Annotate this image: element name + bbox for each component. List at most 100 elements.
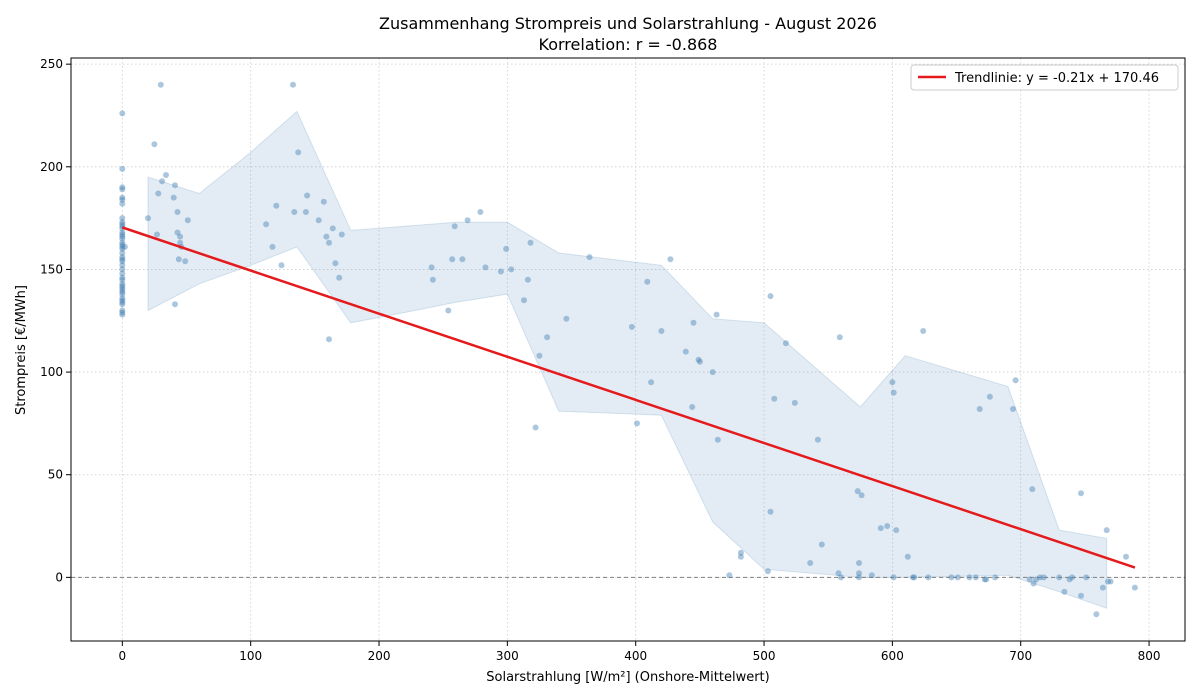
scatter-point <box>121 243 128 250</box>
x-tick-label: 200 <box>368 649 391 663</box>
scatter-point <box>119 276 126 283</box>
x-tick-label: 0 <box>119 649 127 663</box>
scatter-point <box>1026 576 1033 583</box>
scatter-point <box>163 172 169 178</box>
scatter-point <box>508 266 515 273</box>
scatter-point <box>521 297 527 304</box>
scatter-point <box>536 352 543 359</box>
scatter-point <box>682 348 689 355</box>
scatter-point <box>449 256 456 263</box>
scatter-point <box>174 209 181 215</box>
scatter-point <box>893 527 900 534</box>
y-axis-ticks: 0 50 100 150 200 250 <box>40 57 71 584</box>
scatter-point <box>836 334 843 341</box>
scatter-point <box>856 574 862 581</box>
scatter-point <box>925 574 932 581</box>
scatter-point <box>320 198 327 205</box>
scatter-point <box>119 250 126 256</box>
scatter-point <box>119 110 126 117</box>
scatter-point <box>1131 584 1138 591</box>
x-tick-label: 100 <box>239 649 262 663</box>
scatter-point <box>771 395 778 402</box>
scatter-point <box>1029 486 1036 493</box>
scatter-point <box>295 149 302 156</box>
scatter-point <box>527 239 534 246</box>
scatter-point <box>119 256 126 263</box>
scatter-point <box>1078 592 1084 599</box>
scatter-point <box>119 241 126 248</box>
x-tick-label: 300 <box>496 649 519 663</box>
scatter-point <box>159 178 166 185</box>
scatter-point <box>981 576 988 583</box>
scatter-point <box>563 315 570 322</box>
scatter-point <box>119 165 126 172</box>
scatter-point <box>1103 527 1110 534</box>
scatter-point <box>1012 377 1019 384</box>
scatter-point <box>1037 574 1043 581</box>
scatter-point <box>119 274 126 281</box>
scatter-point <box>482 264 489 271</box>
scatter-point <box>690 319 697 326</box>
scatter-point <box>976 406 983 412</box>
scatter-point <box>336 274 343 281</box>
scatter-point <box>667 256 674 263</box>
scatter-point <box>151 141 158 148</box>
x-axis-label: Solarstrahlung [W/m²] (Onshore-Mittelwer… <box>486 670 769 685</box>
scatter-point <box>119 270 126 277</box>
scatter-point <box>544 334 551 341</box>
scatter-point <box>884 523 891 529</box>
scatter-point <box>1099 584 1106 591</box>
scatter-point <box>764 568 771 575</box>
scatter-point <box>477 209 484 215</box>
scatter-point <box>818 541 825 548</box>
scatter-point <box>119 231 126 238</box>
y-tick-label: 0 <box>55 570 63 584</box>
scatter-point <box>983 576 990 583</box>
trendline <box>121 226 1136 569</box>
scatter-point <box>854 488 861 495</box>
x-tick-label: 700 <box>1009 649 1032 663</box>
scatter-point <box>782 340 789 347</box>
scatter-point <box>791 399 798 406</box>
scatter-point <box>119 233 126 240</box>
scatter-point <box>338 231 345 238</box>
scatter-point <box>145 215 151 222</box>
scatter-point <box>1078 490 1084 497</box>
scatter-point <box>119 194 126 201</box>
scatter-point <box>497 268 504 275</box>
scatter-point <box>323 233 330 240</box>
scatter-point <box>814 436 821 443</box>
scatter-point <box>119 258 126 265</box>
scatter-point <box>119 254 126 261</box>
scatter-point <box>532 424 539 431</box>
scatter-point <box>709 369 716 376</box>
scatter-point <box>177 233 184 240</box>
scatter-point <box>948 574 955 581</box>
scatter-point <box>429 276 436 283</box>
scatter-point <box>858 492 865 499</box>
scatter-point <box>726 572 733 579</box>
chart-subtitle: Korrelation: r = -0.868 <box>539 35 718 54</box>
legend-box <box>910 64 1179 91</box>
scatter-point <box>877 525 884 532</box>
scatter-point <box>154 231 160 238</box>
scatter-point <box>175 256 182 263</box>
scatter-point <box>119 284 126 291</box>
x-tick-label: 400 <box>624 649 647 663</box>
scatter-point <box>1107 578 1114 585</box>
scatter-point <box>278 262 285 269</box>
scatter-point <box>155 190 162 197</box>
scatter-point <box>856 570 862 577</box>
scatter-point <box>428 264 435 271</box>
scatter-point <box>909 574 916 581</box>
scatter-point <box>966 574 973 581</box>
scatter-point <box>889 379 896 386</box>
x-tick-label: 500 <box>753 649 776 663</box>
scatter-point <box>119 215 126 222</box>
scatter-point <box>992 574 999 581</box>
scatter-point <box>119 221 126 228</box>
scatter-point <box>1066 576 1073 583</box>
scatter-point <box>856 560 862 566</box>
scatter-point <box>911 574 918 581</box>
